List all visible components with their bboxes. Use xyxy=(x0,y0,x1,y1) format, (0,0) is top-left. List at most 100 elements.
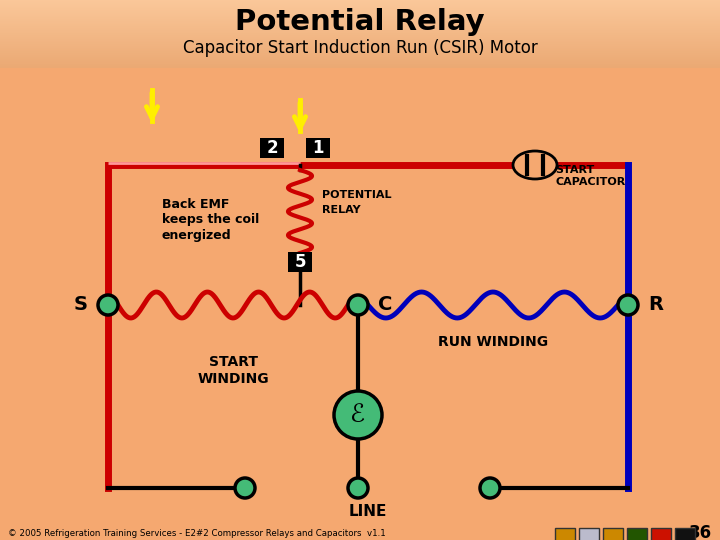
Text: S: S xyxy=(74,295,88,314)
Bar xyxy=(0,2,720,3)
Bar xyxy=(0,41,720,42)
Bar xyxy=(0,1,720,2)
Bar xyxy=(0,30,720,31)
Bar xyxy=(0,43,720,44)
Text: ℰ: ℰ xyxy=(351,403,366,427)
Bar xyxy=(0,8,720,9)
Circle shape xyxy=(334,391,382,439)
Bar xyxy=(0,51,720,52)
Bar xyxy=(0,4,720,5)
Circle shape xyxy=(235,478,255,498)
FancyBboxPatch shape xyxy=(260,138,284,158)
Bar xyxy=(0,11,720,12)
Text: R: R xyxy=(648,295,663,314)
Text: Potential Relay: Potential Relay xyxy=(235,8,485,36)
Bar xyxy=(0,49,720,50)
Text: RELAY: RELAY xyxy=(322,205,361,215)
Bar xyxy=(0,64,720,65)
Bar xyxy=(0,26,720,27)
Bar xyxy=(0,10,720,11)
FancyBboxPatch shape xyxy=(651,528,671,540)
Bar xyxy=(0,27,720,28)
Bar xyxy=(0,13,720,14)
Circle shape xyxy=(98,295,118,315)
Bar xyxy=(0,18,720,19)
Text: POTENTIAL: POTENTIAL xyxy=(322,190,392,200)
Bar xyxy=(0,23,720,24)
Text: 2: 2 xyxy=(266,139,278,157)
Text: LINE: LINE xyxy=(348,504,387,519)
Bar xyxy=(0,33,720,34)
Text: energized: energized xyxy=(162,228,232,241)
Bar xyxy=(0,38,720,39)
Bar xyxy=(0,54,720,55)
Text: 5: 5 xyxy=(294,253,306,271)
Text: 1: 1 xyxy=(312,139,324,157)
Text: 36: 36 xyxy=(689,524,712,540)
Bar xyxy=(0,56,720,57)
Bar xyxy=(0,34,720,35)
Bar xyxy=(0,3,720,4)
Bar xyxy=(0,24,720,25)
Bar xyxy=(0,19,720,20)
Bar xyxy=(0,16,720,17)
Bar xyxy=(0,15,720,16)
Text: C: C xyxy=(378,295,392,314)
Ellipse shape xyxy=(513,151,557,179)
Bar xyxy=(0,14,720,15)
Text: keeps the coil: keeps the coil xyxy=(162,213,259,226)
Bar xyxy=(0,67,720,68)
Bar xyxy=(0,53,720,54)
Text: RUN WINDING: RUN WINDING xyxy=(438,335,548,349)
Bar xyxy=(0,45,720,46)
Bar xyxy=(0,57,720,58)
Circle shape xyxy=(348,478,368,498)
FancyBboxPatch shape xyxy=(306,138,330,158)
Bar xyxy=(0,28,720,29)
Bar xyxy=(0,59,720,60)
Bar xyxy=(0,44,720,45)
Bar xyxy=(0,58,720,59)
Bar xyxy=(0,6,720,7)
FancyBboxPatch shape xyxy=(675,528,695,540)
Bar xyxy=(0,66,720,67)
Bar xyxy=(0,65,720,66)
Circle shape xyxy=(348,295,368,315)
Text: Back EMF: Back EMF xyxy=(162,199,230,212)
Bar xyxy=(0,35,720,36)
Bar xyxy=(0,50,720,51)
FancyBboxPatch shape xyxy=(603,528,623,540)
Text: Capacitor Start Induction Run (CSIR) Motor: Capacitor Start Induction Run (CSIR) Mot… xyxy=(183,39,537,57)
Bar xyxy=(0,31,720,32)
Bar xyxy=(0,17,720,18)
Bar xyxy=(0,46,720,47)
Bar xyxy=(0,32,720,33)
Bar xyxy=(0,62,720,63)
Bar xyxy=(0,0,720,1)
Bar xyxy=(0,40,720,41)
Bar xyxy=(0,9,720,10)
Bar xyxy=(0,37,720,38)
Text: START
WINDING: START WINDING xyxy=(197,355,269,386)
Bar xyxy=(0,52,720,53)
Circle shape xyxy=(618,295,638,315)
Bar xyxy=(0,39,720,40)
Bar xyxy=(0,22,720,23)
Text: START: START xyxy=(555,165,594,175)
Circle shape xyxy=(480,478,500,498)
Bar xyxy=(0,60,720,61)
Bar xyxy=(0,5,720,6)
Bar xyxy=(0,55,720,56)
Bar xyxy=(0,29,720,30)
Bar xyxy=(0,7,720,8)
Bar xyxy=(0,42,720,43)
Bar xyxy=(0,63,720,64)
FancyBboxPatch shape xyxy=(288,252,312,272)
Bar xyxy=(0,21,720,22)
Bar xyxy=(0,48,720,49)
Bar xyxy=(0,12,720,13)
Text: CAPACITOR: CAPACITOR xyxy=(555,177,625,187)
Bar xyxy=(0,47,720,48)
Bar xyxy=(0,36,720,37)
FancyBboxPatch shape xyxy=(579,528,599,540)
